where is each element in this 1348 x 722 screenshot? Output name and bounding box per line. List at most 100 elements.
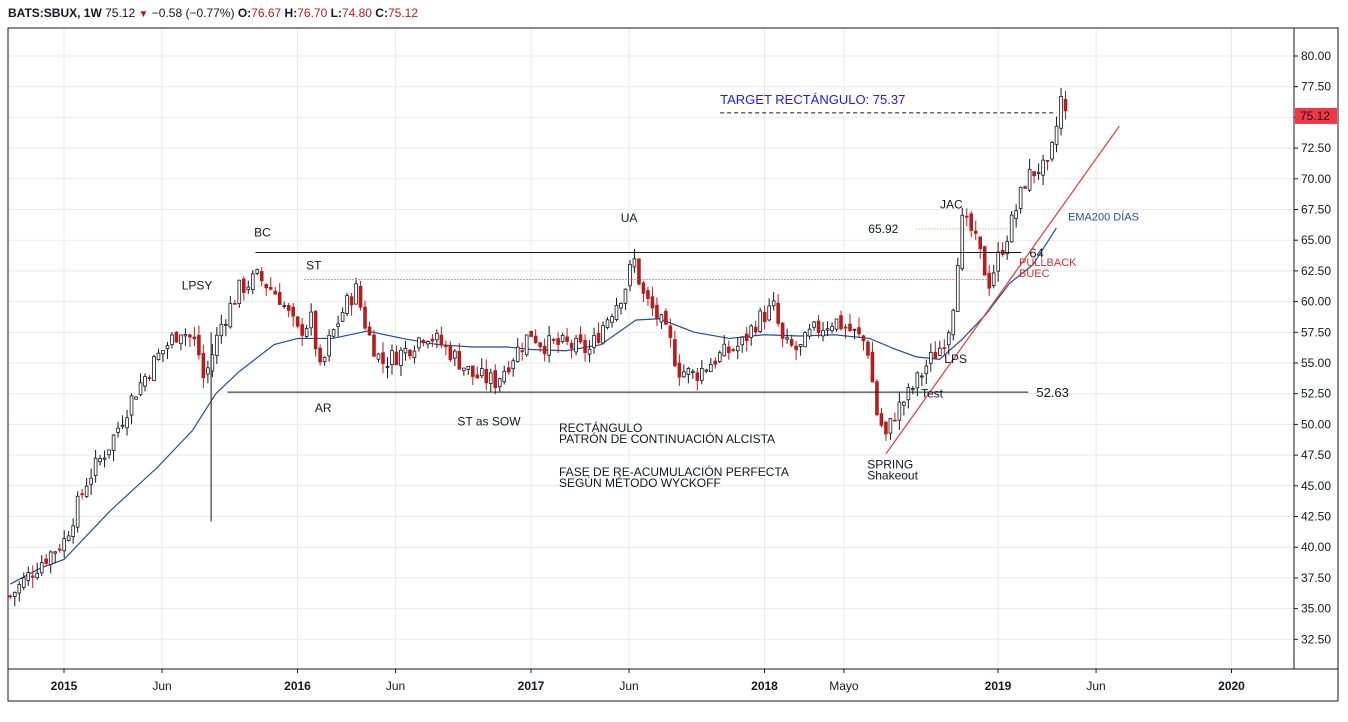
candle-body — [363, 306, 367, 329]
symbol-header: BATS:SBUX, 1W 75.12 ▼ −0.58 (−0.77%) O:7… — [8, 6, 418, 20]
candle-body — [295, 316, 300, 327]
x-tick-label: Jun — [152, 679, 171, 693]
candle-body — [408, 349, 412, 357]
price-axis[interactable]: 32.50 35.00 37.50 40.00 42.50 45.00 47.50 50.00… — [1294, 49, 1337, 646]
candle-body — [821, 329, 825, 337]
candle-body — [852, 328, 857, 331]
candle-body — [331, 329, 336, 337]
candle-body — [924, 365, 929, 375]
candle-body — [39, 562, 44, 574]
candle-body — [286, 305, 291, 311]
candle-body — [143, 376, 147, 387]
candle-body — [399, 349, 403, 366]
candle-body — [197, 334, 201, 356]
y-tick-label: 47.50 — [1301, 448, 1331, 462]
candle-body — [62, 538, 66, 552]
candle-body — [731, 349, 736, 351]
candle-body — [17, 583, 22, 594]
symbol-label: BATS:SBUX, 1W — [8, 6, 102, 20]
candle-body — [340, 311, 345, 322]
candle-body — [825, 328, 830, 331]
candle-body — [991, 272, 996, 286]
y-tick-label: 72.50 — [1301, 141, 1331, 155]
candle-body — [686, 368, 691, 375]
candle-body — [619, 302, 623, 309]
x-tick-label: 2016 — [284, 679, 311, 693]
candle-body — [996, 251, 1000, 272]
candle-body — [798, 344, 803, 347]
candle-body — [71, 525, 75, 537]
annotation-label: Shakeout — [867, 469, 918, 483]
candle-body — [753, 326, 758, 333]
candle-body — [188, 334, 192, 338]
candle-body — [933, 351, 938, 359]
y-tick-label: 32.50 — [1301, 632, 1331, 646]
candle-body — [1050, 142, 1054, 160]
candle-body — [515, 346, 520, 362]
candle-body — [471, 365, 475, 377]
candle-body — [466, 365, 471, 370]
jac-level-label: 65.92 — [868, 222, 898, 236]
candle-body — [911, 388, 915, 391]
open-value: 76.67 — [251, 6, 282, 20]
candle-body — [915, 372, 920, 389]
candle-body — [547, 335, 551, 356]
candle-body — [44, 558, 49, 564]
candle-body — [268, 286, 273, 290]
candle-body — [807, 328, 812, 337]
y-tick-label: 50.00 — [1301, 417, 1331, 431]
y-tick-label: 70.00 — [1301, 172, 1331, 186]
x-tick-label: Jun — [619, 679, 638, 693]
candle-body — [48, 551, 53, 566]
time-axis[interactable]: 2015 Jun 2016 Jun 2017 Jun 2018 Mayo 2019 Jun 2020 — [51, 669, 1246, 693]
candle-body — [982, 246, 987, 276]
y-tick-label: 37.50 — [1301, 571, 1331, 585]
candle-body — [767, 305, 771, 321]
y-tick-label: 62.50 — [1301, 264, 1331, 278]
candle-body — [448, 345, 453, 360]
annotation-label: SPRING — [867, 458, 913, 472]
candle-body — [219, 323, 224, 337]
candle-body — [623, 288, 628, 304]
candle-body — [318, 347, 322, 363]
candle-body — [453, 350, 457, 359]
candle-body — [421, 340, 426, 344]
candle-body — [417, 337, 421, 349]
candle-body — [888, 417, 893, 434]
low-value: 74.80 — [341, 6, 372, 20]
candle-body — [161, 350, 165, 355]
candle-body — [857, 327, 861, 335]
open-label: O: — [237, 6, 252, 20]
y-tick-label: 57.50 — [1301, 325, 1331, 339]
candle-body — [960, 214, 965, 270]
candle-body — [664, 310, 668, 325]
candle-body — [1023, 186, 1027, 189]
candle-body — [80, 493, 84, 496]
last-price-label: 75.12 — [1300, 109, 1330, 123]
candle-body — [134, 396, 138, 400]
candle-body — [834, 318, 839, 330]
annotation-label: AR — [315, 401, 332, 415]
candle-body — [98, 458, 102, 463]
candle-body — [861, 335, 866, 342]
candle-body — [367, 326, 372, 336]
resistance-label: 64 — [1029, 245, 1043, 260]
candle-body — [682, 371, 686, 378]
candle-body — [587, 348, 592, 355]
candle-body — [426, 341, 430, 345]
low-label: L: — [330, 6, 342, 20]
annotation-label: LPSY — [182, 278, 213, 292]
candle-body — [520, 350, 524, 353]
candle-body — [938, 347, 942, 356]
candle-body — [601, 325, 605, 344]
candle-body — [722, 343, 727, 357]
x-tick-label: 2018 — [751, 679, 778, 693]
annotations: LPSY BC ST AR ST as SOW UA JAC LPS Test SPRINGSha… — [182, 92, 1139, 490]
candle-body — [614, 305, 619, 320]
candle-body — [803, 332, 807, 348]
candle-body — [866, 341, 870, 356]
candle-body — [336, 323, 340, 327]
annotation-label: FASE DE RE-ACUMULACIÓN PERFECTA — [559, 464, 789, 479]
candle-body — [538, 342, 542, 348]
